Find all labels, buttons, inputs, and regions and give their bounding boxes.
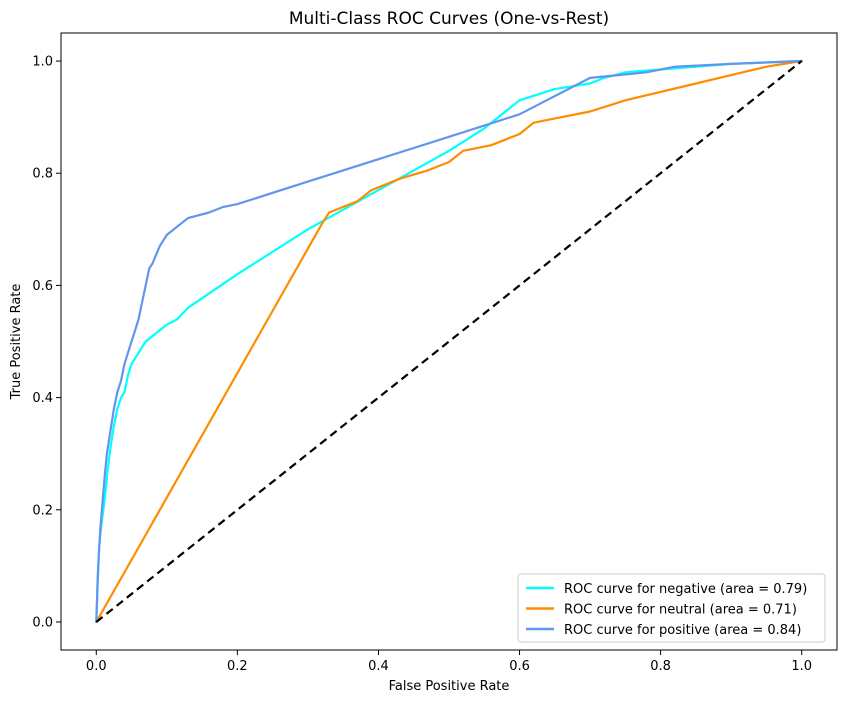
y-tick-label: 0.4 (32, 391, 53, 406)
series-layer (95, 59, 803, 624)
legend-entry-positive: ROC curve for positive (area = 0.84) (526, 623, 801, 638)
y-tick-label: 0.2 (32, 503, 53, 518)
x-tick-label: 0.4 (368, 659, 389, 674)
y-tick-label: 0.0 (32, 615, 53, 630)
x-axis-ticks: 0.0 0.2 0.4 0.6 0.8 1.0 (86, 650, 812, 674)
chance-reference-line (95, 60, 803, 623)
y-tick-label: 1.0 (32, 55, 53, 70)
legend-box (517, 573, 826, 643)
y-axis-ticks: 0.0 0.2 0.4 0.6 0.8 1.0 (32, 55, 61, 630)
series-line-positive (95, 59, 803, 624)
legend-entry-negative: ROC curve for negative (area = 0.79) (526, 582, 807, 597)
series-line-negative (95, 59, 803, 624)
chart-title: Multi-Class ROC Curves (One-vs-Rest) (289, 9, 609, 29)
y-tick-label: 0.6 (32, 279, 53, 294)
legend: ROC curve for negative (area = 0.79) ROC … (517, 573, 826, 643)
legend-entry-neutral: ROC curve for neutral (area = 0.71) (526, 603, 797, 618)
x-tick-label: 1.0 (791, 659, 812, 674)
legend-label: ROC curve for positive (area = 0.84) (564, 623, 801, 638)
y-tick-label: 0.8 (32, 167, 53, 182)
series-line-neutral (95, 59, 803, 624)
plot-frame (60, 32, 838, 651)
x-axis-label: False Positive Rate (389, 679, 510, 694)
x-tick-label: 0.8 (650, 659, 671, 674)
y-axis-label: True Positive Rate (9, 284, 24, 401)
x-tick-label: 0.6 (509, 659, 530, 674)
legend-label: ROC curve for negative (area = 0.79) (564, 582, 807, 597)
legend-label: ROC curve for neutral (area = 0.71) (564, 603, 797, 618)
x-tick-label: 0.2 (227, 659, 248, 674)
x-tick-label: 0.0 (86, 659, 107, 674)
plot-area (60, 32, 838, 651)
